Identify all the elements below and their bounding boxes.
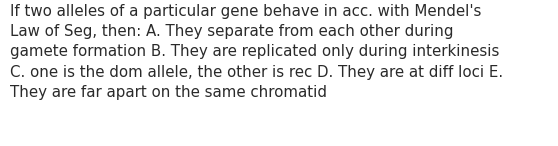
Text: If two alleles of a particular gene behave in acc. with Mendel's
Law of Seg, the: If two alleles of a particular gene beha… [10,4,503,100]
